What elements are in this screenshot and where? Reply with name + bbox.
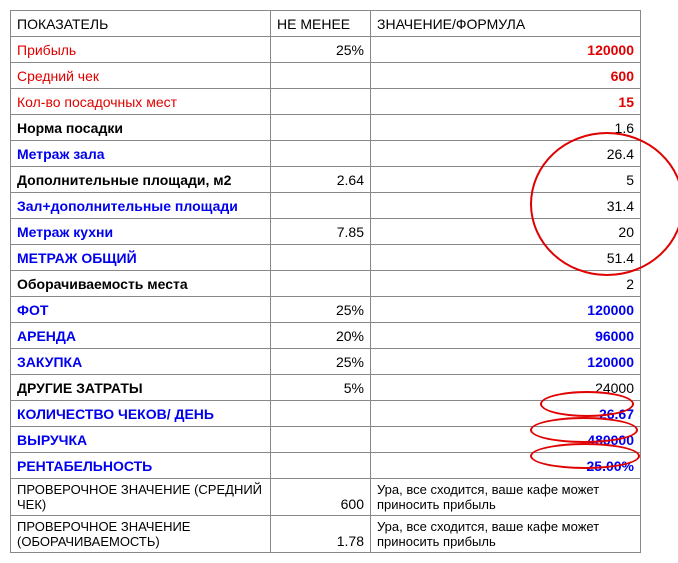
min: 25%	[271, 297, 371, 323]
val: 31.4	[371, 193, 641, 219]
min: 600	[271, 479, 371, 516]
val: 26.4	[371, 141, 641, 167]
label: Метраж кухни	[11, 219, 271, 245]
min: 25%	[271, 349, 371, 375]
label: МЕТРАЖ ОБЩИЙ	[11, 245, 271, 271]
label: ЗАКУПКА	[11, 349, 271, 375]
row-profit: Прибыль 25% 120000	[11, 37, 641, 63]
row-other-costs: ДРУГИЕ ЗАТРАТЫ 5% 24000	[11, 375, 641, 401]
row-total-area: МЕТРАЖ ОБЩИЙ 51.4	[11, 245, 641, 271]
row-seats: Кол-во посадочных мест 15	[11, 89, 641, 115]
label: Прибыль	[11, 37, 271, 63]
val: 480000	[371, 427, 641, 453]
val: 51.4	[371, 245, 641, 271]
label: АРЕНДА	[11, 323, 271, 349]
label: ПРОВЕРОЧНОЕ ЗНАЧЕНИЕ (СРЕДНИЙ ЧЕК)	[11, 479, 271, 516]
row-profitability: РЕНТАБЕЛЬНОСТЬ 25.00%	[11, 453, 641, 479]
label: Средний чек	[11, 63, 271, 89]
row-fot: ФОТ 25% 120000	[11, 297, 641, 323]
min: 5%	[271, 375, 371, 401]
min	[271, 401, 371, 427]
val: 24000	[371, 375, 641, 401]
min: 20%	[271, 323, 371, 349]
header-row: ПОКАЗАТЕЛЬ НЕ МЕНЕЕ ЗНАЧЕНИЕ/ФОРМУЛА	[11, 11, 641, 37]
header-indicator: ПОКАЗАТЕЛЬ	[11, 11, 271, 37]
min	[271, 115, 371, 141]
min: 1.78	[271, 516, 371, 553]
label: Кол-во посадочных мест	[11, 89, 271, 115]
label: Оборачиваемость места	[11, 271, 271, 297]
row-extra-area: Дополнительные площади, м2 2.64 5	[11, 167, 641, 193]
financial-table: ПОКАЗАТЕЛЬ НЕ МЕНЕЕ ЗНАЧЕНИЕ/ФОРМУЛА При…	[10, 10, 641, 553]
min: 7.85	[271, 219, 371, 245]
val: 5	[371, 167, 641, 193]
val: 20	[371, 219, 641, 245]
min	[271, 245, 371, 271]
label: ФОТ	[11, 297, 271, 323]
row-turnover: Оборачиваемость места 2	[11, 271, 641, 297]
val: 120000	[371, 297, 641, 323]
min	[271, 89, 371, 115]
min	[271, 63, 371, 89]
label: Зал+дополнительные площади	[11, 193, 271, 219]
val: 120000	[371, 349, 641, 375]
min	[271, 193, 371, 219]
label: ПРОВЕРОЧНОЕ ЗНАЧЕНИЕ (ОБОРАЧИВАЕМОСТЬ)	[11, 516, 271, 553]
val: Ура, все сходится, ваше кафе может прино…	[371, 479, 641, 516]
label: Метраж зала	[11, 141, 271, 167]
row-seating-norm: Норма посадки 1.6	[11, 115, 641, 141]
min: 25%	[271, 37, 371, 63]
header-min: НЕ МЕНЕЕ	[271, 11, 371, 37]
label: Дополнительные площади, м2	[11, 167, 271, 193]
val: 15	[371, 89, 641, 115]
label: РЕНТАБЕЛЬНОСТЬ	[11, 453, 271, 479]
row-avg-check: Средний чек 600	[11, 63, 641, 89]
val: 600	[371, 63, 641, 89]
val: 96000	[371, 323, 641, 349]
val: 26.67	[371, 401, 641, 427]
min: 2.64	[271, 167, 371, 193]
label: ВЫРУЧКА	[11, 427, 271, 453]
row-hall-area: Метраж зала 26.4	[11, 141, 641, 167]
min	[271, 141, 371, 167]
row-verify-turnover: ПРОВЕРОЧНОЕ ЗНАЧЕНИЕ (ОБОРАЧИВАЕМОСТЬ) 1…	[11, 516, 641, 553]
val: 120000	[371, 37, 641, 63]
row-verify-avg-check: ПРОВЕРОЧНОЕ ЗНАЧЕНИЕ (СРЕДНИЙ ЧЕК) 600 У…	[11, 479, 641, 516]
row-revenue: ВЫРУЧКА 480000	[11, 427, 641, 453]
label: Норма посадки	[11, 115, 271, 141]
row-purchase: ЗАКУПКА 25% 120000	[11, 349, 641, 375]
label: ДРУГИЕ ЗАТРАТЫ	[11, 375, 271, 401]
val: 2	[371, 271, 641, 297]
row-rent: АРЕНДА 20% 96000	[11, 323, 641, 349]
val: 1.6	[371, 115, 641, 141]
label: КОЛИЧЕСТВО ЧЕКОВ/ ДЕНЬ	[11, 401, 271, 427]
min	[271, 453, 371, 479]
val: 25.00%	[371, 453, 641, 479]
min	[271, 427, 371, 453]
val: Ура, все сходится, ваше кафе может прино…	[371, 516, 641, 553]
min	[271, 271, 371, 297]
header-value: ЗНАЧЕНИЕ/ФОРМУЛА	[371, 11, 641, 37]
row-checks-per-day: КОЛИЧЕСТВО ЧЕКОВ/ ДЕНЬ 26.67	[11, 401, 641, 427]
row-hall-plus-extra: Зал+дополнительные площади 31.4	[11, 193, 641, 219]
row-kitchen-area: Метраж кухни 7.85 20	[11, 219, 641, 245]
